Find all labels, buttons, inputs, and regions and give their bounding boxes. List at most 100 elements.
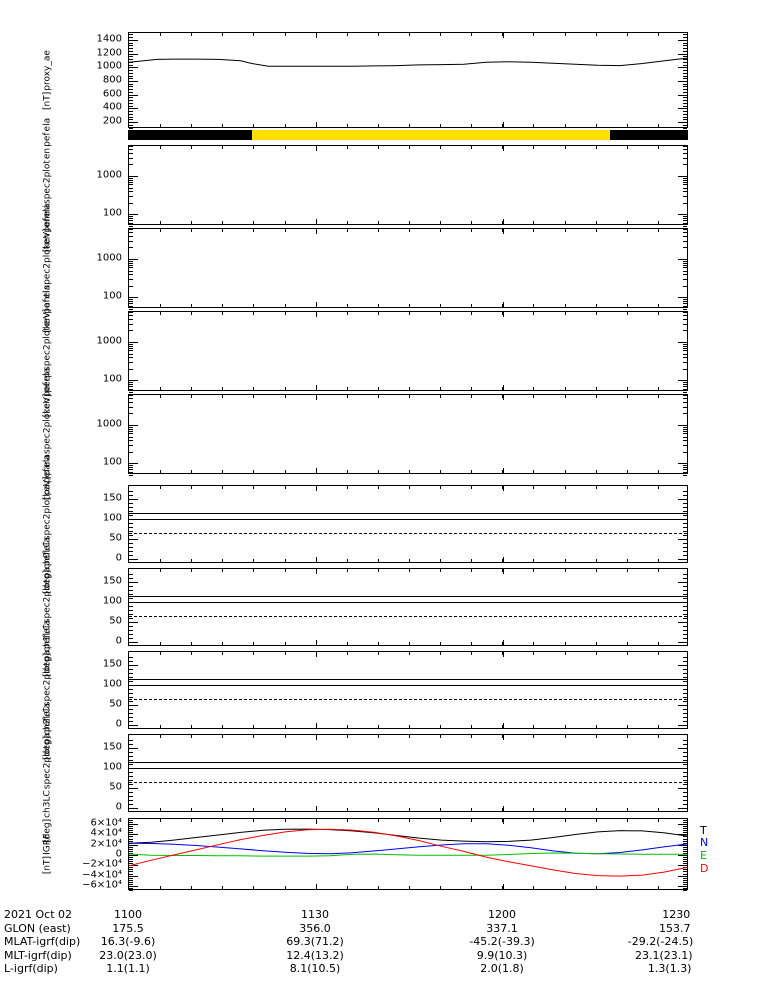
series-canvas-igrf (129, 828, 687, 877)
xtick-minor (657, 124, 659, 127)
xtick-minor (502, 569, 504, 572)
ytick-minor (129, 164, 133, 166)
ytick-minor (683, 830, 687, 832)
xtick-minor (533, 819, 535, 822)
ytick-minor (129, 94, 133, 96)
ytick-minor (129, 315, 133, 317)
xtick-minor (191, 229, 193, 232)
ytick-minor (683, 303, 687, 305)
xtick-minor (253, 124, 255, 127)
xtick-minor (222, 642, 224, 645)
panel-pa-spec-ch1lc (128, 568, 688, 646)
xtick-minor (440, 387, 442, 390)
ytick-minor (129, 610, 133, 611)
ytick-minor (683, 555, 687, 557)
ytick-minor (683, 759, 687, 761)
ytick-minor (683, 465, 687, 467)
xtick-minor (657, 470, 659, 473)
ytick-minor (129, 318, 133, 320)
ytick-mark (129, 642, 138, 644)
xtick-minor (533, 229, 535, 232)
ytick-minor (683, 701, 687, 703)
xtick-minor (564, 808, 566, 811)
bottom-row-label: L-igrf(dip) (4, 962, 58, 975)
xtick-minor (315, 124, 317, 127)
ytick-minor (129, 299, 133, 301)
ytick-minor (129, 705, 133, 707)
xtick-minor (657, 146, 659, 149)
ytick-minor (683, 634, 687, 636)
ytick-minor (683, 309, 687, 310)
xtick-minor (533, 395, 535, 398)
ytick-label: 400 (102, 101, 122, 113)
ytick-mark (678, 788, 687, 790)
ytick-minor (129, 305, 133, 307)
ylabel-part: pef (42, 382, 53, 397)
ytick-minor (683, 301, 687, 303)
ytick-minor (129, 34, 133, 36)
ytick-minor (129, 179, 133, 181)
ytick-label: 50 (109, 615, 122, 627)
ytick-minor (683, 535, 687, 537)
ytick-label: 600 (102, 88, 122, 100)
ytick-minor (129, 152, 133, 154)
ytick-minor (129, 709, 133, 711)
xtick-minor (533, 725, 535, 728)
ytick-minor (683, 368, 687, 370)
ytick-minor (683, 857, 687, 859)
ytick-minor (129, 323, 133, 325)
xtick-minor (346, 642, 348, 645)
xtick-minor (657, 569, 659, 572)
xtick-minor (191, 569, 193, 572)
xtick-minor (564, 395, 566, 398)
ytick-minor (683, 846, 687, 848)
xtick-minor (440, 312, 442, 315)
panel-en-spec-omni (128, 145, 688, 227)
ytick-minor (129, 392, 133, 393)
ytick-label: −4×10⁴ (82, 869, 122, 881)
ytick-label: −6×10⁴ (82, 879, 122, 891)
ytick-label: 100 (102, 207, 122, 219)
ytick-minor (129, 771, 133, 773)
ytick-minor (683, 784, 687, 786)
ytick-minor (129, 465, 133, 467)
xtick-minor (533, 221, 535, 224)
xtick-minor (533, 559, 535, 562)
xtick-minor (222, 124, 224, 127)
ytick-minor (683, 395, 687, 396)
ytick-minor (129, 368, 133, 370)
xtick-minor (160, 33, 162, 36)
ytick-mark (678, 67, 687, 69)
xtick-minor (377, 146, 379, 149)
xtick-minor (191, 33, 193, 36)
ytick-minor (683, 216, 687, 218)
ytick-label: 100 (102, 373, 122, 385)
ytick-minor (683, 593, 687, 595)
xtick-minor (222, 819, 224, 822)
xtick-minor (191, 735, 193, 738)
xtick-minor (160, 819, 162, 822)
xtick-minor (315, 146, 317, 149)
ytick-minor (683, 262, 687, 264)
ytick-mark (129, 53, 138, 55)
ytick-minor (129, 469, 133, 471)
ytick-minor (680, 380, 687, 382)
xtick-minor (564, 652, 566, 655)
ytick-minor (683, 67, 687, 69)
ytick-minor (683, 597, 687, 599)
xtick-minor (346, 387, 348, 390)
xtick-minor (160, 652, 162, 655)
xtick-minor (657, 808, 659, 811)
xtick-minor (253, 819, 255, 822)
xtick-minor (595, 470, 597, 473)
ytick-minor (129, 597, 133, 599)
reference-line-solid (129, 595, 687, 597)
xtick-minor (626, 808, 628, 811)
ytick-minor (683, 585, 687, 587)
ytick-minor (683, 353, 687, 355)
xtick-minor (346, 808, 348, 811)
series-proxy_AE (129, 57, 687, 67)
xtick-minor (409, 569, 410, 572)
xtick-minor (471, 312, 473, 315)
xtick-minor (377, 486, 379, 489)
